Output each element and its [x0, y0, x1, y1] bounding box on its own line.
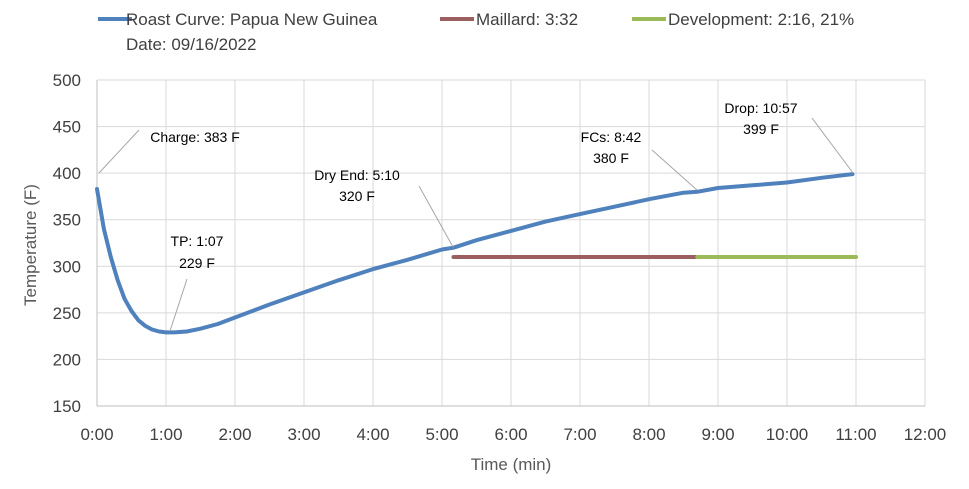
- annotation-fcs-label: FCs: 8:42: [581, 129, 642, 145]
- annotation-charge-label: Charge: 383 F: [150, 129, 240, 145]
- annotation-dry-end-label: Dry End: 5:10: [314, 167, 400, 183]
- annotation-tp-value: 229 F: [179, 255, 215, 271]
- y-tick-label: 450: [53, 118, 81, 137]
- annotation-leader-drop: [811, 117, 854, 174]
- y-tick-label: 150: [53, 397, 81, 416]
- gridlines: [97, 79, 926, 406]
- legend-label-roast: Roast Curve: Papua New Guinea: [126, 10, 378, 29]
- y-tick-label: 400: [53, 164, 81, 183]
- legend-label-maillard: Maillard: 3:32: [476, 10, 578, 29]
- x-tick-label: 5:00: [425, 425, 458, 444]
- x-tick-label: 7:00: [563, 425, 596, 444]
- axes: [96, 80, 925, 407]
- x-tick-label: 12:00: [904, 425, 947, 444]
- y-tick-label: 300: [53, 257, 81, 276]
- tick-labels: 150 200 250 300 350 400 450 500 0:00 1:00 2:00 3:00…: [53, 71, 947, 444]
- y-tick-label: 250: [53, 304, 81, 323]
- annotation-drop-value: 399 F: [743, 121, 779, 137]
- x-tick-label: 10:00: [766, 425, 809, 444]
- x-tick-label: 8:00: [632, 425, 665, 444]
- x-axis-title: Time (min): [471, 455, 552, 474]
- annotation-leader-dry-end: [418, 185, 454, 248]
- x-tick-label: 4:00: [356, 425, 389, 444]
- annotation-leader-charge: [98, 129, 140, 174]
- y-axis-title: Temperature (F): [21, 184, 40, 306]
- x-tick-label: 3:00: [287, 425, 320, 444]
- x-tick-label: 0:00: [80, 425, 113, 444]
- annotation-drop-label: Drop: 10:57: [724, 100, 797, 116]
- y-tick-label: 350: [53, 211, 81, 230]
- annotation-fcs-value: 380 F: [593, 150, 629, 166]
- x-tick-label: 11:00: [835, 425, 876, 444]
- chart-subtitle: Date: 09/16/2022: [126, 35, 256, 54]
- x-tick-label: 1:00: [149, 425, 182, 444]
- annotation-leader-tp: [169, 278, 188, 332]
- annotation-tp-label: TP: 1:07: [171, 233, 224, 249]
- annotation-dry-end-value: 320 F: [339, 188, 375, 204]
- x-tick-label: 6:00: [494, 425, 527, 444]
- annotations: Charge: 383 F TP: 1:07 229 F Dry End: 5:10 3…: [98, 100, 854, 332]
- x-tick-label: 9:00: [701, 425, 734, 444]
- annotation-leader-fcs: [651, 149, 698, 191]
- y-tick-label: 500: [53, 71, 81, 90]
- legend-label-development: Development: 2:16, 21%: [668, 10, 854, 29]
- legend: Roast Curve: Papua New Guinea Date: 09/1…: [98, 10, 854, 54]
- series-line-roast-curve: [95, 172, 855, 335]
- series: [95, 172, 858, 335]
- y-tick-label: 200: [53, 350, 81, 369]
- x-tick-label: 2:00: [218, 425, 251, 444]
